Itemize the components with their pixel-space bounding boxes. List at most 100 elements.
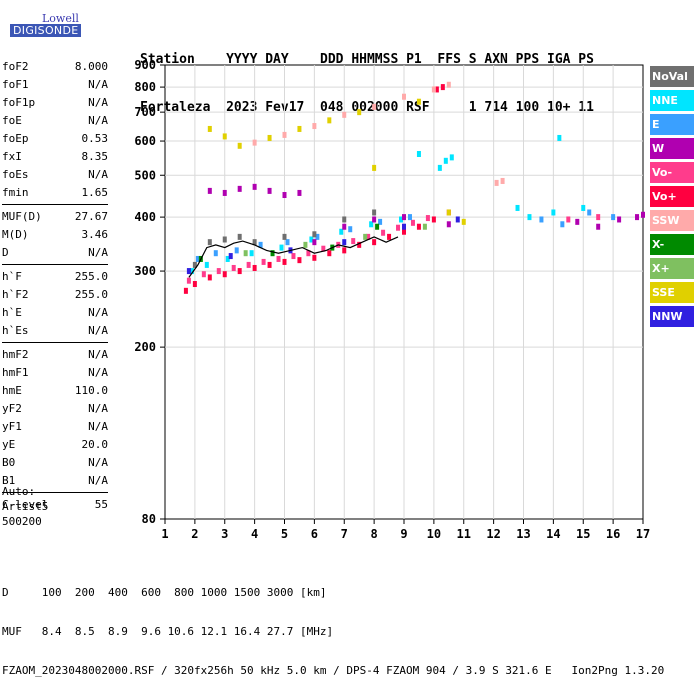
data-point (446, 221, 451, 228)
data-point (237, 185, 242, 192)
data-point (551, 209, 556, 216)
data-point (258, 241, 263, 248)
data-point (443, 157, 448, 164)
param-row: B1 N/A (2, 472, 108, 490)
data-point (399, 216, 404, 223)
param-value: N/A (88, 474, 108, 487)
param-value: N/A (88, 420, 108, 433)
footer-muf-row: MUF 8.4 8.5 8.9 9.6 10.6 12.1 16.4 27.7 … (2, 625, 334, 638)
trace-line (188, 236, 399, 278)
header-labels: Station YYYY DAY DDD HHMMSS P1 FFS S AXN… (140, 52, 594, 67)
data-point (455, 216, 460, 223)
param-name: foE (2, 114, 22, 127)
legend-item: NoVal (650, 66, 694, 87)
data-point (372, 216, 377, 223)
param-name: hmF1 (2, 366, 29, 379)
data-point (539, 216, 544, 223)
data-point (416, 98, 421, 105)
param-name: C-level (2, 498, 49, 511)
x-tick-label: 10 (427, 527, 441, 541)
x-tick-label: 3 (221, 527, 228, 541)
data-point (440, 84, 445, 91)
param-name: M(D) (2, 228, 29, 241)
data-point (225, 255, 230, 262)
data-point (267, 187, 272, 194)
data-point (216, 268, 221, 275)
data-point (431, 216, 436, 223)
param-row: foE N/A (2, 112, 108, 130)
data-point (431, 86, 436, 93)
data-point (575, 218, 580, 225)
param-row: h`F 255.0 (2, 268, 108, 286)
data-point (387, 233, 392, 240)
x-tick-label: 16 (606, 527, 620, 541)
param-value: 1.65 (81, 186, 109, 199)
data-point (306, 250, 311, 257)
footer: D 100 200 400 600 800 1000 1500 3000 [km… (2, 560, 664, 690)
x-tick-label: 9 (400, 527, 407, 541)
param-value: 255.0 (74, 288, 108, 301)
param-value: N/A (88, 366, 108, 379)
x-tick-label: 2 (191, 527, 198, 541)
y-tick-label: 800 (134, 80, 156, 94)
param-value: N/A (88, 306, 108, 319)
param-name: yF1 (2, 420, 22, 433)
data-point (372, 103, 377, 110)
data-point (252, 139, 257, 146)
param-row: foF1p N/A (2, 94, 108, 112)
data-point (312, 123, 317, 130)
legend-item: SSW (650, 210, 694, 231)
data-point (231, 264, 236, 271)
x-tick-label: 15 (576, 527, 590, 541)
data-point (596, 214, 601, 221)
data-point (581, 204, 586, 211)
data-point (297, 257, 302, 264)
param-row: fmin 1.65 (2, 184, 108, 202)
data-point (297, 125, 302, 132)
param-name: foF1 (2, 78, 29, 91)
param-name: fxI (2, 150, 22, 163)
data-point (416, 150, 421, 157)
legend-item: X- (650, 234, 694, 255)
data-point (416, 223, 421, 230)
data-point (237, 142, 242, 149)
y-tick-label: 600 (134, 134, 156, 148)
param-value: 20.0 (81, 438, 109, 451)
auto-line3: 500200 (2, 515, 42, 528)
legend-item: Vo- (650, 162, 694, 183)
auto-line1: Auto: (2, 485, 36, 498)
param-name: h`E (2, 306, 22, 319)
data-point (372, 239, 377, 246)
param-value: N/A (88, 78, 108, 91)
param-name: hmE (2, 384, 22, 397)
data-point (261, 258, 266, 265)
param-value: 255.0 (74, 270, 108, 283)
param-row: foF2 8.000 (2, 58, 108, 76)
param-value: 0.53 (81, 132, 109, 145)
param-row: C-level 55 (2, 496, 108, 514)
data-point (279, 244, 284, 251)
param-row: fxI 8.35 (2, 148, 108, 166)
data-point (315, 233, 320, 240)
data-point (303, 241, 308, 248)
data-point (222, 133, 227, 140)
param-row: foF1 N/A (2, 76, 108, 94)
data-point (252, 183, 257, 190)
param-name: h`F2 (2, 288, 29, 301)
data-point (449, 154, 454, 161)
x-tick-label: 14 (546, 527, 560, 541)
param-name: B1 (2, 474, 16, 487)
param-name: D (2, 246, 9, 259)
param-name: foEs (2, 168, 29, 181)
logo-line2: DIGISONDE (10, 24, 82, 37)
param-row: hmF2 N/A (2, 346, 108, 364)
param-row: h`F2 255.0 (2, 286, 108, 304)
data-point (192, 261, 197, 268)
data-point (222, 236, 227, 243)
data-point (327, 117, 332, 124)
data-point (363, 233, 368, 240)
data-point (446, 81, 451, 88)
data-point (617, 216, 622, 223)
param-name: fmin (2, 186, 29, 199)
param-name: foF2 (2, 60, 29, 73)
